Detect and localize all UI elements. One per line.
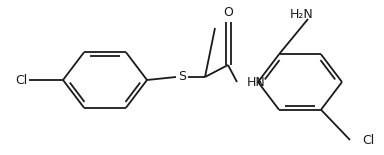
Text: H₂N: H₂N — [290, 7, 314, 20]
Text: S: S — [178, 71, 186, 84]
Text: O: O — [223, 6, 233, 19]
Text: Cl: Cl — [15, 73, 27, 86]
Text: HN: HN — [247, 75, 266, 89]
Text: Cl: Cl — [362, 133, 374, 146]
